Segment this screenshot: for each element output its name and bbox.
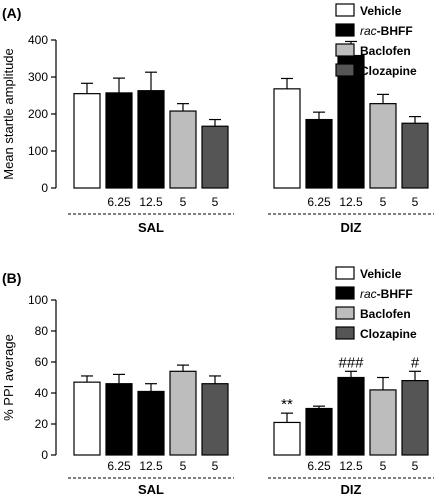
group-label-sal: SAL (138, 220, 164, 235)
dose-label: 12.5 (139, 459, 163, 473)
legend-swatch (335, 3, 355, 17)
dose-label: 5 (380, 195, 387, 209)
y-tick-label: 0 (41, 181, 48, 195)
y-tick-label: 100 (28, 293, 48, 307)
significance-marker: ### (338, 354, 364, 371)
legend-swatch (335, 23, 355, 37)
y-tick-label: 40 (35, 386, 49, 400)
bar-sal-1 (105, 383, 133, 456)
y-tick-label: 300 (28, 70, 48, 84)
legend-swatch (335, 63, 355, 77)
dose-label: 6.25 (107, 459, 131, 473)
legend-label: Baclofen (360, 44, 411, 58)
dose-label: 12.5 (339, 195, 363, 209)
bar-sal-2 (137, 390, 165, 456)
significance-marker: # (411, 354, 420, 371)
dose-label: 5 (180, 195, 187, 209)
y-tick-label: 20 (35, 417, 49, 431)
dose-label: 12.5 (339, 459, 363, 473)
panel-label: (A) (2, 5, 21, 21)
y-tick-label: 0 (41, 448, 48, 462)
legend-label: Vehicle (360, 4, 402, 18)
bar-diz-3 (369, 103, 397, 189)
bar-sal-1 (105, 92, 133, 189)
bar-diz-0 (273, 88, 301, 189)
y-tick-label: 200 (28, 107, 48, 121)
y-axis-label: Mean startle amplitude (1, 48, 16, 180)
legend-label: rac-BHFF (360, 24, 413, 38)
bar-sal-2 (137, 90, 165, 189)
y-axis-label: % PPI average (1, 334, 16, 421)
chart-panel-a: (A) Mean startle amplitude 0 100 200 300 400 6.… (1, 3, 434, 235)
dose-label: 5 (180, 459, 187, 473)
bar-sal-0 (73, 381, 101, 456)
bar-diz-3 (369, 389, 397, 456)
bar-sal-3 (169, 370, 197, 456)
legend-label: Clozapine (360, 327, 417, 341)
significance-marker: ** (281, 396, 293, 413)
dose-label: 5 (212, 195, 219, 209)
bar-sal-4 (201, 383, 229, 456)
bar-diz-2 (337, 376, 365, 456)
legend-label: Baclofen (360, 307, 411, 321)
legend-swatch (335, 286, 355, 300)
bar-diz-4 (401, 122, 429, 189)
bar-sal-4 (201, 125, 229, 189)
dose-label: 6.25 (107, 195, 131, 209)
legend-swatch (335, 266, 355, 280)
dose-label: 5 (412, 195, 419, 209)
legend-swatch (335, 326, 355, 340)
y-tick-label: 100 (28, 144, 48, 158)
bar-diz-1 (305, 118, 333, 189)
chart-panel-b: (B) % PPI average 0 20 40 60 80 100 6.25 12.5 5 5 SA… (1, 266, 434, 497)
legend-swatch (335, 306, 355, 320)
bar-sal-3 (169, 110, 197, 189)
panel-label: (B) (2, 270, 21, 286)
group-label-diz: DIZ (341, 220, 362, 235)
y-tick-label: 400 (28, 33, 48, 47)
legend-swatch (335, 43, 355, 57)
bar-diz-0 (273, 421, 301, 456)
y-tick-label: 80 (35, 324, 49, 338)
bar-diz-2 (337, 54, 365, 189)
bar-diz-4 (401, 380, 429, 456)
dose-label: 6.25 (307, 459, 331, 473)
dose-label: 12.5 (139, 195, 163, 209)
group-label-diz: DIZ (341, 482, 362, 497)
group-label-sal: SAL (138, 482, 164, 497)
dose-label: 5 (380, 459, 387, 473)
legend-label: Vehicle (360, 267, 402, 281)
dose-label: 5 (212, 459, 219, 473)
dose-label: 6.25 (307, 195, 331, 209)
y-tick-label: 60 (35, 355, 49, 369)
legend-label: rac-BHFF (360, 287, 413, 301)
bar-sal-0 (73, 93, 101, 189)
dose-label: 5 (412, 459, 419, 473)
bar-diz-1 (305, 407, 333, 456)
legend-label: Clozapine (360, 64, 417, 78)
